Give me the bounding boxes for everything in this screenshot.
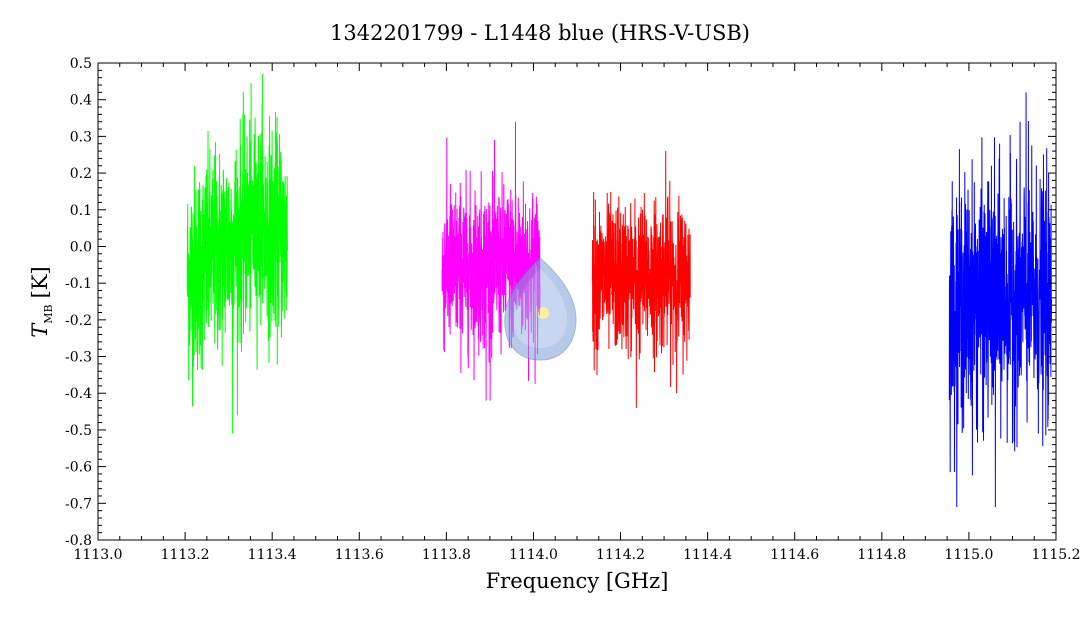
y-tick-label: 0.1 <box>70 203 92 219</box>
y-tick-label: -0.4 <box>65 386 92 402</box>
x-axis-tick-labels: 1113.0 1113.2 1113.4 1113.6 1113.8 1114.0 1114… <box>74 547 1080 563</box>
x-axis-label: Frequency [GHz] <box>486 569 669 593</box>
y-tick-label: 0.4 <box>70 93 92 109</box>
y-tick-label: 0.0 <box>70 239 92 255</box>
x-tick-label: 1113.4 <box>248 547 297 563</box>
x-tick-label: 1113.6 <box>335 547 384 563</box>
series-layer <box>186 74 1053 507</box>
y-tick-label: -0.6 <box>65 460 92 476</box>
y-tick-label: -0.5 <box>65 423 92 439</box>
y-axis-label-unit: [K] <box>28 266 52 298</box>
chart-title: 1342201799 - L1448 blue (HRS-V-USB) <box>330 21 750 45</box>
y-tick-label: -0.7 <box>65 496 92 512</box>
x-tick-label: 1113.8 <box>422 547 471 563</box>
x-tick-label: 1114.0 <box>509 547 558 563</box>
y-tick-label: -0.2 <box>65 313 92 329</box>
x-tick-label: 1114.4 <box>683 547 732 563</box>
spectrum-series-3 <box>591 151 691 408</box>
y-axis-tick-labels: 0.5 0.4 0.3 0.2 0.1 0.0 -0.1 -0.2 -0.3 -0.4 -0.5 -0… <box>65 56 92 549</box>
y-tick-label: -0.1 <box>65 276 92 292</box>
x-axis-ticks <box>97 63 1057 540</box>
y-axis-ticks <box>98 62 1056 541</box>
spectrum-series-1 <box>186 74 288 434</box>
spectrum-series-4 <box>948 92 1053 507</box>
x-tick-label: 1115.2 <box>1032 547 1080 563</box>
y-tick-label: 0.3 <box>70 129 92 145</box>
x-tick-label: 1113.0 <box>74 547 123 563</box>
y-tick-label: 0.2 <box>70 166 92 182</box>
y-tick-label: 0.5 <box>70 56 92 72</box>
y-axis-label-symbol: T <box>28 322 52 338</box>
spectrum-series-2 <box>441 121 541 401</box>
x-tick-label: 1114.8 <box>857 547 906 563</box>
x-tick-label: 1114.2 <box>596 547 645 563</box>
svg-text:TMB[K]: TMB [K] <box>28 266 55 337</box>
x-tick-label: 1113.2 <box>161 547 210 563</box>
y-tick-label: -0.3 <box>65 350 92 366</box>
y-tick-label: -0.8 <box>65 533 92 549</box>
y-axis-label-subscript: MB <box>42 304 55 323</box>
x-tick-label: 1115.0 <box>944 547 993 563</box>
y-axis-label: TMB [K] <box>28 266 55 337</box>
x-tick-label: 1114.6 <box>770 547 819 563</box>
hifish-logo-watermark <box>504 257 577 361</box>
